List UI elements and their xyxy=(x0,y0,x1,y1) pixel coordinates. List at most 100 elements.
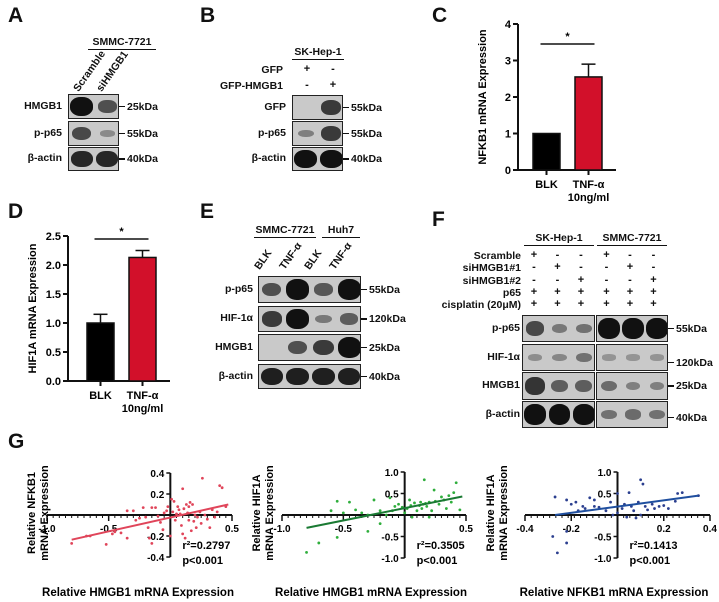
panel-e-cell-line-1: SMMC-7721 xyxy=(254,224,316,238)
panel-f-band xyxy=(598,318,620,339)
data-point xyxy=(191,503,194,506)
data-point xyxy=(555,551,559,555)
bar-0 xyxy=(532,132,561,171)
panel-a-row-label: p-p65 xyxy=(33,126,62,139)
data-point xyxy=(625,515,629,519)
data-point xyxy=(397,502,400,506)
panel-a-size-marker: 40kDa xyxy=(119,153,158,165)
panel-f-sign: + xyxy=(626,285,634,298)
regression-line xyxy=(306,495,463,529)
panel-f-sign: + xyxy=(626,298,634,311)
y-tick-label: 2 xyxy=(505,92,511,104)
data-point xyxy=(188,501,192,504)
y-tick-label: 1 xyxy=(505,129,511,141)
data-point xyxy=(181,487,185,491)
panel-f-sign: + xyxy=(554,261,561,274)
x-tick-label: -1.0 xyxy=(38,524,56,535)
data-point xyxy=(676,492,680,495)
panel-e-size-marker: 120kDa xyxy=(361,313,406,325)
panel-g-scatter-2: -1.0 -0.5 0.5 1.0 0.5 -0.5 -1.0 r²=0.3505 p<0.00… xyxy=(251,465,473,599)
panel-f-size-marker: 55kDa xyxy=(668,323,707,335)
x-axis-label: Relative HMGB1 mRNA Expression xyxy=(42,587,234,599)
panel-b-size-marker: 55kDa xyxy=(343,128,382,140)
panel-e-band xyxy=(286,367,309,386)
data-point xyxy=(641,482,645,486)
y-axis-label: Relative NFKB1 xyxy=(26,472,38,554)
x-tick-label: -0.5 xyxy=(335,524,353,535)
x-tick-label: 0.2 xyxy=(657,524,671,535)
data-point xyxy=(604,509,608,513)
panel-e-label: E xyxy=(200,200,215,223)
panel-f-size-marker: 40kDa xyxy=(668,412,707,424)
y-axis-label: mRNA Expression xyxy=(498,465,510,561)
panel-f-blot-strip xyxy=(596,315,668,342)
y-axis-label: NFKB1 mRNA Expression xyxy=(477,29,489,165)
data-point xyxy=(201,476,204,480)
y-tick-label: -1.0 xyxy=(594,554,612,565)
panel-f-row-label: HMGB1 xyxy=(482,379,520,391)
data-point xyxy=(609,500,612,504)
data-point xyxy=(616,492,619,495)
x-tick-label: BLK xyxy=(535,179,558,191)
panel-f-band xyxy=(600,380,618,392)
data-point xyxy=(372,498,376,502)
panel-b-cell-line: SK-Hep-1 xyxy=(292,46,344,60)
data-point xyxy=(146,526,150,529)
x-tick-label: -0.2 xyxy=(563,524,581,535)
x-tick-label: 0.4 xyxy=(703,524,717,535)
bar-1 xyxy=(128,256,157,382)
data-point xyxy=(180,524,183,527)
x-tick-label: -1.0 xyxy=(273,524,291,535)
y-tick-label: 0.2 xyxy=(150,490,164,501)
panel-g-label: G xyxy=(8,430,25,453)
data-point xyxy=(553,495,557,499)
panel-f-band xyxy=(622,318,644,339)
panel-b-row-label: p-p65 xyxy=(257,126,286,139)
panel-e-band xyxy=(340,313,359,325)
y-tick-label: -0.5 xyxy=(594,533,612,544)
data-point xyxy=(646,508,649,512)
y-tick-label: 3 xyxy=(505,56,511,68)
data-point xyxy=(141,506,145,510)
panel-f-band xyxy=(524,404,547,425)
data-point xyxy=(611,513,615,517)
panel-f-sign: + xyxy=(577,273,585,286)
panel-f-band xyxy=(575,379,593,393)
regression-line xyxy=(554,494,699,516)
data-point xyxy=(650,502,654,506)
data-point xyxy=(657,505,661,508)
panel-e-band xyxy=(312,367,335,386)
panel-f-row-label: HIF-1α xyxy=(487,350,520,363)
panel-f-band xyxy=(575,323,592,334)
panel-e-band xyxy=(286,279,310,300)
panel-f-condition-label: siHMGB1#1 xyxy=(462,262,521,275)
regression-line xyxy=(71,503,229,541)
panel-e-band xyxy=(337,367,360,386)
panel-f-sign: + xyxy=(603,298,610,311)
data-point xyxy=(119,531,123,535)
data-point xyxy=(427,515,431,519)
data-point xyxy=(437,502,441,506)
y-axis-label: mRNA Expression xyxy=(264,465,276,561)
x-tick-label: -0.4 xyxy=(516,524,534,535)
panel-f-sign: - xyxy=(604,273,609,286)
panel-f-sign: - xyxy=(579,249,583,261)
data-point xyxy=(632,509,636,513)
data-point xyxy=(565,541,569,545)
panel-f-sign: + xyxy=(530,285,538,298)
y-tick-label: -0.4 xyxy=(147,553,165,564)
data-point xyxy=(165,509,169,513)
panel-b-blot-strip xyxy=(292,147,343,171)
data-point xyxy=(454,481,458,485)
panel-a-size-marker: 55kDa xyxy=(119,128,158,140)
panel-f-sign: + xyxy=(554,285,561,298)
stat-annotation: p<0.001 xyxy=(630,555,671,567)
data-point xyxy=(161,528,165,532)
panel-f-blot-strip xyxy=(596,372,668,400)
data-point xyxy=(449,500,453,504)
y-tick-label: 2.5 xyxy=(46,231,61,243)
y-tick-label: 0 xyxy=(505,165,511,177)
significance-marker: * xyxy=(119,226,124,238)
panel-a-band xyxy=(70,150,93,167)
data-point xyxy=(430,509,434,513)
